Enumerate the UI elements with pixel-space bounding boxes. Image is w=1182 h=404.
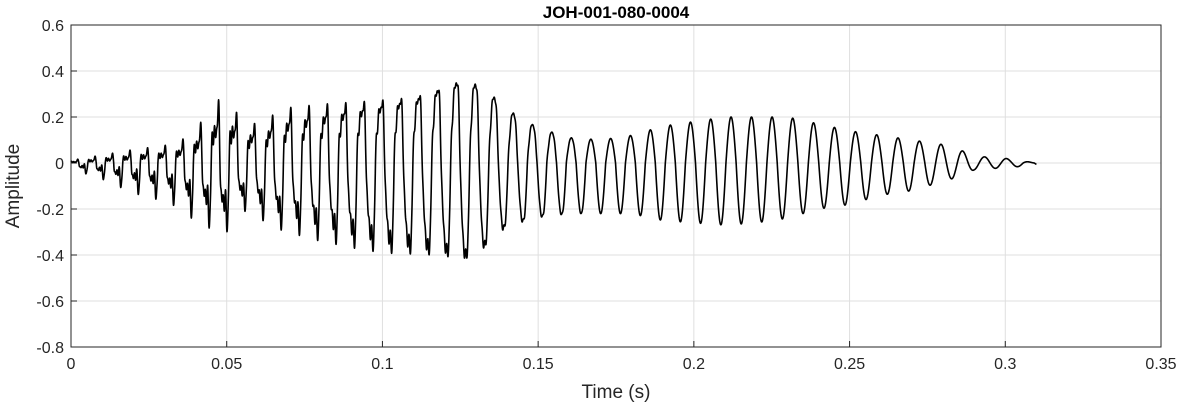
- chart-title: JOH-001-080-0004: [543, 3, 690, 22]
- y-axis-label: Amplitude: [3, 144, 24, 229]
- waveform-line: [70, 82, 1038, 259]
- x-tick-label: 0.25: [834, 356, 865, 373]
- y-tick-label: 0.2: [42, 110, 64, 127]
- x-tick-label: 0.3: [994, 356, 1016, 373]
- y-tick-label: 0.6: [42, 18, 64, 35]
- x-tick-label: 0: [67, 356, 76, 373]
- y-tick-label: -0.4: [36, 248, 64, 265]
- y-tick-label: -0.2: [36, 202, 64, 219]
- x-axis-label: Time (s): [582, 382, 651, 403]
- y-axis: -0.8 -0.6 -0.4 -0.2 0 0.2 0.4 0.6: [36, 18, 77, 357]
- y-tick-label: 0: [55, 156, 64, 173]
- x-tick-label: 0.1: [371, 356, 393, 373]
- y-tick-label: -0.6: [36, 294, 64, 311]
- x-tick-label: 0.35: [1145, 356, 1176, 373]
- y-tick-label: 0.4: [42, 64, 64, 81]
- y-tick-label: -0.8: [36, 340, 64, 357]
- x-tick-label: 0.2: [683, 356, 705, 373]
- x-tick-label: 0.15: [523, 356, 554, 373]
- x-tick-label: 0.05: [211, 356, 242, 373]
- x-axis: 0 0.05 0.1 0.15 0.2 0.25 0.3 0.35: [67, 341, 1177, 373]
- plot-area-frame: [70, 24, 1162, 348]
- grid: [70, 24, 1162, 348]
